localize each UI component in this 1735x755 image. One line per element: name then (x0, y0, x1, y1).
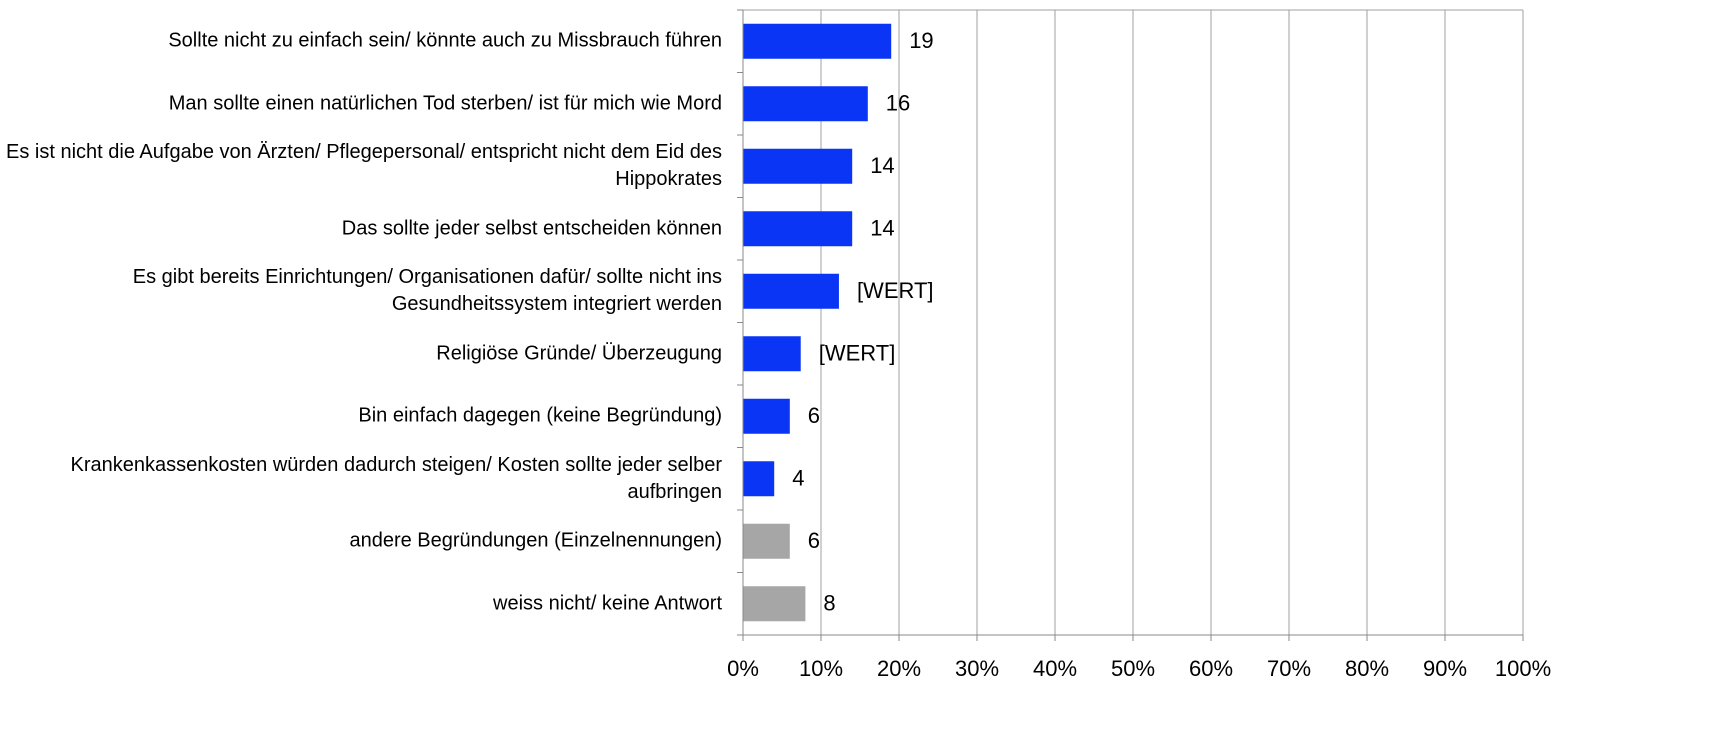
bar (743, 586, 806, 622)
value-label: 19 (909, 28, 933, 53)
x-tick-label: 10% (799, 656, 843, 681)
x-tick-label: 20% (877, 656, 921, 681)
x-tick-label: 40% (1033, 656, 1077, 681)
y-tick-label: Das sollte jeder selbst entscheiden könn… (341, 217, 722, 240)
y-tick-label: Sollte nicht zu einfach sein/ könnte auc… (168, 29, 722, 52)
value-label: 14 (870, 216, 894, 241)
bar (743, 461, 775, 497)
y-tick-label: Religiöse Gründe/ Überzeugung (436, 342, 722, 365)
value-label: [WERT] (857, 278, 934, 303)
x-tick-label: 0% (727, 656, 759, 681)
value-label: 6 (808, 403, 820, 428)
bar (743, 211, 853, 247)
bar (743, 336, 801, 372)
y-tick-label: Es ist nicht die Aufgabe von Ärzten/ Pfl… (6, 141, 722, 191)
y-tick-label: Bin einfach dagegen (keine Begründung) (358, 404, 722, 427)
y-tick-label: Es gibt bereits Einrichtungen/ Organisat… (132, 266, 722, 316)
value-label: 16 (886, 91, 910, 116)
x-tick-label: 30% (955, 656, 999, 681)
y-tick-label: Krankenkassenkosten würden dadurch steig… (70, 453, 722, 503)
x-tick-label: 100% (1495, 656, 1551, 681)
y-tick-label: weiss nicht/ keine Antwort (493, 592, 722, 615)
x-tick-label: 50% (1111, 656, 1155, 681)
bar (743, 86, 868, 122)
bar (743, 273, 839, 309)
bar (743, 523, 790, 559)
value-label: 4 (792, 466, 804, 491)
y-tick-label: Man sollte einen natürlichen Tod sterben… (168, 92, 722, 115)
value-label: 6 (808, 528, 820, 553)
value-label: 8 (823, 591, 835, 616)
x-tick-label: 60% (1189, 656, 1233, 681)
x-tick-label: 80% (1345, 656, 1389, 681)
value-label: [WERT] (819, 341, 896, 366)
bar (743, 148, 853, 184)
y-tick-label: andere Begründungen (Einzelnennungen) (349, 529, 722, 552)
bar (743, 398, 790, 434)
bar (743, 23, 892, 59)
x-tick-label: 70% (1267, 656, 1311, 681)
value-label: 14 (870, 153, 894, 178)
x-tick-label: 90% (1423, 656, 1467, 681)
